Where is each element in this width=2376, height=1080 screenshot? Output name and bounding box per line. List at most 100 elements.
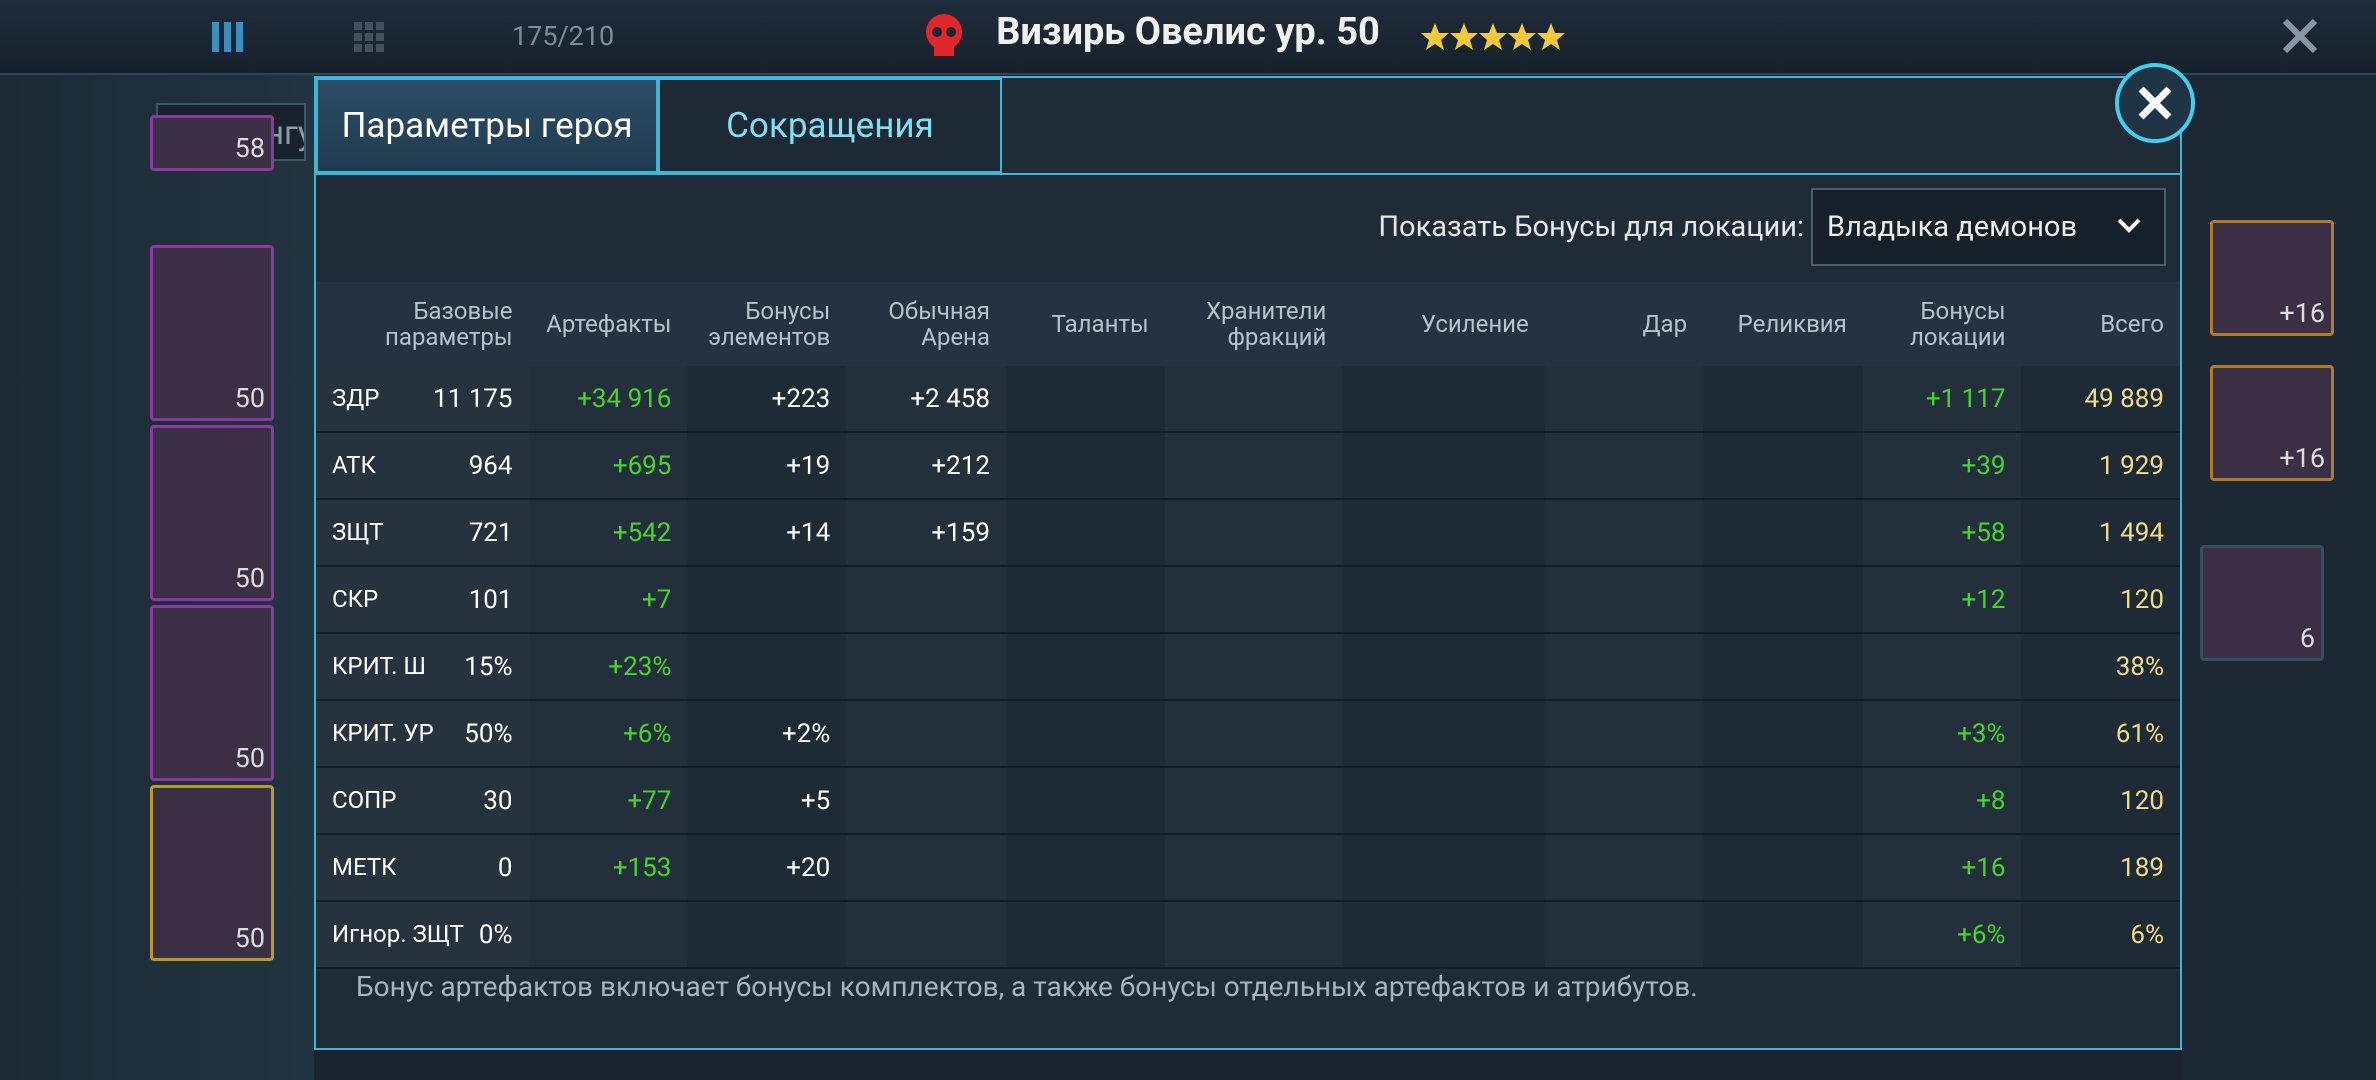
empty-cell	[1342, 499, 1545, 567]
stat-value: +34 916	[528, 366, 688, 433]
hero-card: +16	[2210, 220, 2334, 336]
column-label: Дар	[1642, 310, 1688, 338]
empty-cell	[846, 834, 1006, 902]
stat-value: +695	[528, 432, 688, 500]
hero-card: 6	[2200, 545, 2324, 661]
stat-value: +16	[1862, 834, 2022, 902]
stat-value: 61%	[2021, 700, 2180, 768]
column-label: Таланты	[1051, 310, 1149, 338]
stat-cell: МЕТК 0	[316, 834, 529, 902]
hero-card: 58	[150, 115, 274, 171]
stat-row: МЕТК 0 +153 +20 +16 189	[316, 834, 2180, 902]
dropdown-value: Владыка демонов	[1827, 210, 2078, 244]
column-header: Артефакты	[528, 282, 688, 366]
empty-cell	[846, 767, 1006, 835]
base-value: 0%	[478, 919, 513, 950]
empty-cell	[1164, 499, 1343, 567]
divider	[316, 173, 2180, 175]
empty-cell	[1342, 767, 1545, 835]
hero-card: 50	[150, 605, 274, 781]
stat-base: СКР 101	[332, 585, 513, 615]
hero-card: 50	[150, 785, 274, 961]
empty-cell	[846, 700, 1006, 768]
empty-cell	[1703, 566, 1863, 634]
empty-cell	[1164, 633, 1343, 701]
base-value: 11 175	[433, 383, 513, 414]
stat-name: ЗЩТ	[332, 517, 384, 546]
header-row: Базовые параметры Артефакты Бонусы элемент…	[316, 282, 2180, 366]
stat-name: МЕТК	[332, 852, 397, 881]
column-label: Бонусы локации	[1909, 297, 2006, 351]
stat-value: +542	[528, 499, 688, 567]
tab[interactable]: Параметры героя	[316, 78, 658, 173]
empty-cell	[1544, 633, 1704, 701]
stat-value: 6%	[2021, 901, 2180, 969]
empty-cell	[1164, 432, 1343, 500]
empty-cell	[1703, 499, 1863, 567]
stat-value: 120	[2021, 767, 2180, 835]
column-label: Обычная Арена	[888, 297, 990, 351]
right-panel: +16 +16 6	[2182, 75, 2376, 1080]
empty-cell	[1703, 366, 1863, 433]
stat-base: Игнор. ЗЩТ 0%	[332, 920, 513, 950]
stat-value: +212	[846, 432, 1006, 500]
close-button[interactable]	[2115, 63, 2195, 143]
stat-base: КРИТ. Ш 15%	[332, 652, 513, 682]
hero-title: Визирь Овелис ур. 50	[996, 10, 1380, 54]
empty-cell	[1164, 767, 1343, 835]
empty-cell	[687, 901, 847, 969]
empty-cell	[1703, 432, 1863, 500]
empty-cell	[1862, 633, 2022, 701]
stat-cell: СКР 101	[316, 566, 529, 634]
stat-value: +3%	[1862, 700, 2022, 768]
stat-name: КРИТ. УР	[332, 718, 434, 747]
stat-base: КРИТ. УР 50%	[332, 719, 513, 749]
base-value: 101	[468, 584, 513, 615]
tab[interactable]: Сокращения	[658, 78, 1002, 173]
stat-name: СОПР	[332, 785, 397, 814]
empty-cell	[846, 566, 1006, 634]
empty-cell	[1342, 366, 1545, 433]
empty-cell	[1005, 633, 1165, 701]
empty-cell	[1005, 834, 1165, 902]
stat-cell: ЗЩТ 721	[316, 499, 529, 567]
stat-value: +19	[687, 432, 847, 500]
empty-cell	[1342, 432, 1545, 500]
empty-cell	[1164, 700, 1343, 768]
base-value: 721	[468, 517, 513, 548]
column-header: Обычная Арена	[846, 282, 1006, 366]
top-bar: 175/210 Визирь Овелис ур. 50	[0, 0, 2376, 75]
empty-cell	[1703, 834, 1863, 902]
empty-cell	[1342, 566, 1545, 634]
grid-icon[interactable]	[352, 20, 386, 54]
empty-cell	[1342, 700, 1545, 768]
stat-value: +23%	[528, 633, 688, 701]
stats-table: Базовые параметры Артефакты Бонусы элемент…	[316, 282, 2180, 969]
footnote: Бонус артефактов включает бонусы комплек…	[356, 970, 1698, 1003]
stat-name: КРИТ. Ш	[332, 651, 426, 680]
column-header: Всего	[2021, 282, 2180, 366]
empty-cell	[1703, 767, 1863, 835]
column-header: Бонусы элементов	[687, 282, 847, 366]
stat-base: ЗДР 11 175	[332, 384, 513, 414]
column-header: Бонусы локации	[1862, 282, 2022, 366]
stat-value: +2%	[687, 700, 847, 768]
menu-icon[interactable]	[210, 20, 246, 54]
stat-row: Игнор. ЗЩТ 0% +6% 6%	[316, 901, 2180, 969]
hero-level: +16	[2279, 442, 2325, 474]
stat-value: +5	[687, 767, 847, 835]
location-dropdown[interactable]: Владыка демонов	[1811, 188, 2166, 266]
column-label: Бонусы элементов	[708, 297, 831, 351]
stat-value: +153	[528, 834, 688, 902]
empty-cell	[1005, 432, 1165, 500]
hero-level: 50	[234, 382, 265, 414]
base-value: 15%	[464, 651, 513, 682]
exit-icon[interactable]	[2280, 16, 2320, 56]
base-value: 964	[468, 450, 513, 481]
base-value: 0	[497, 852, 513, 883]
empty-cell	[1544, 432, 1704, 500]
stat-value: +8	[1862, 767, 2022, 835]
empty-cell	[1164, 366, 1343, 433]
